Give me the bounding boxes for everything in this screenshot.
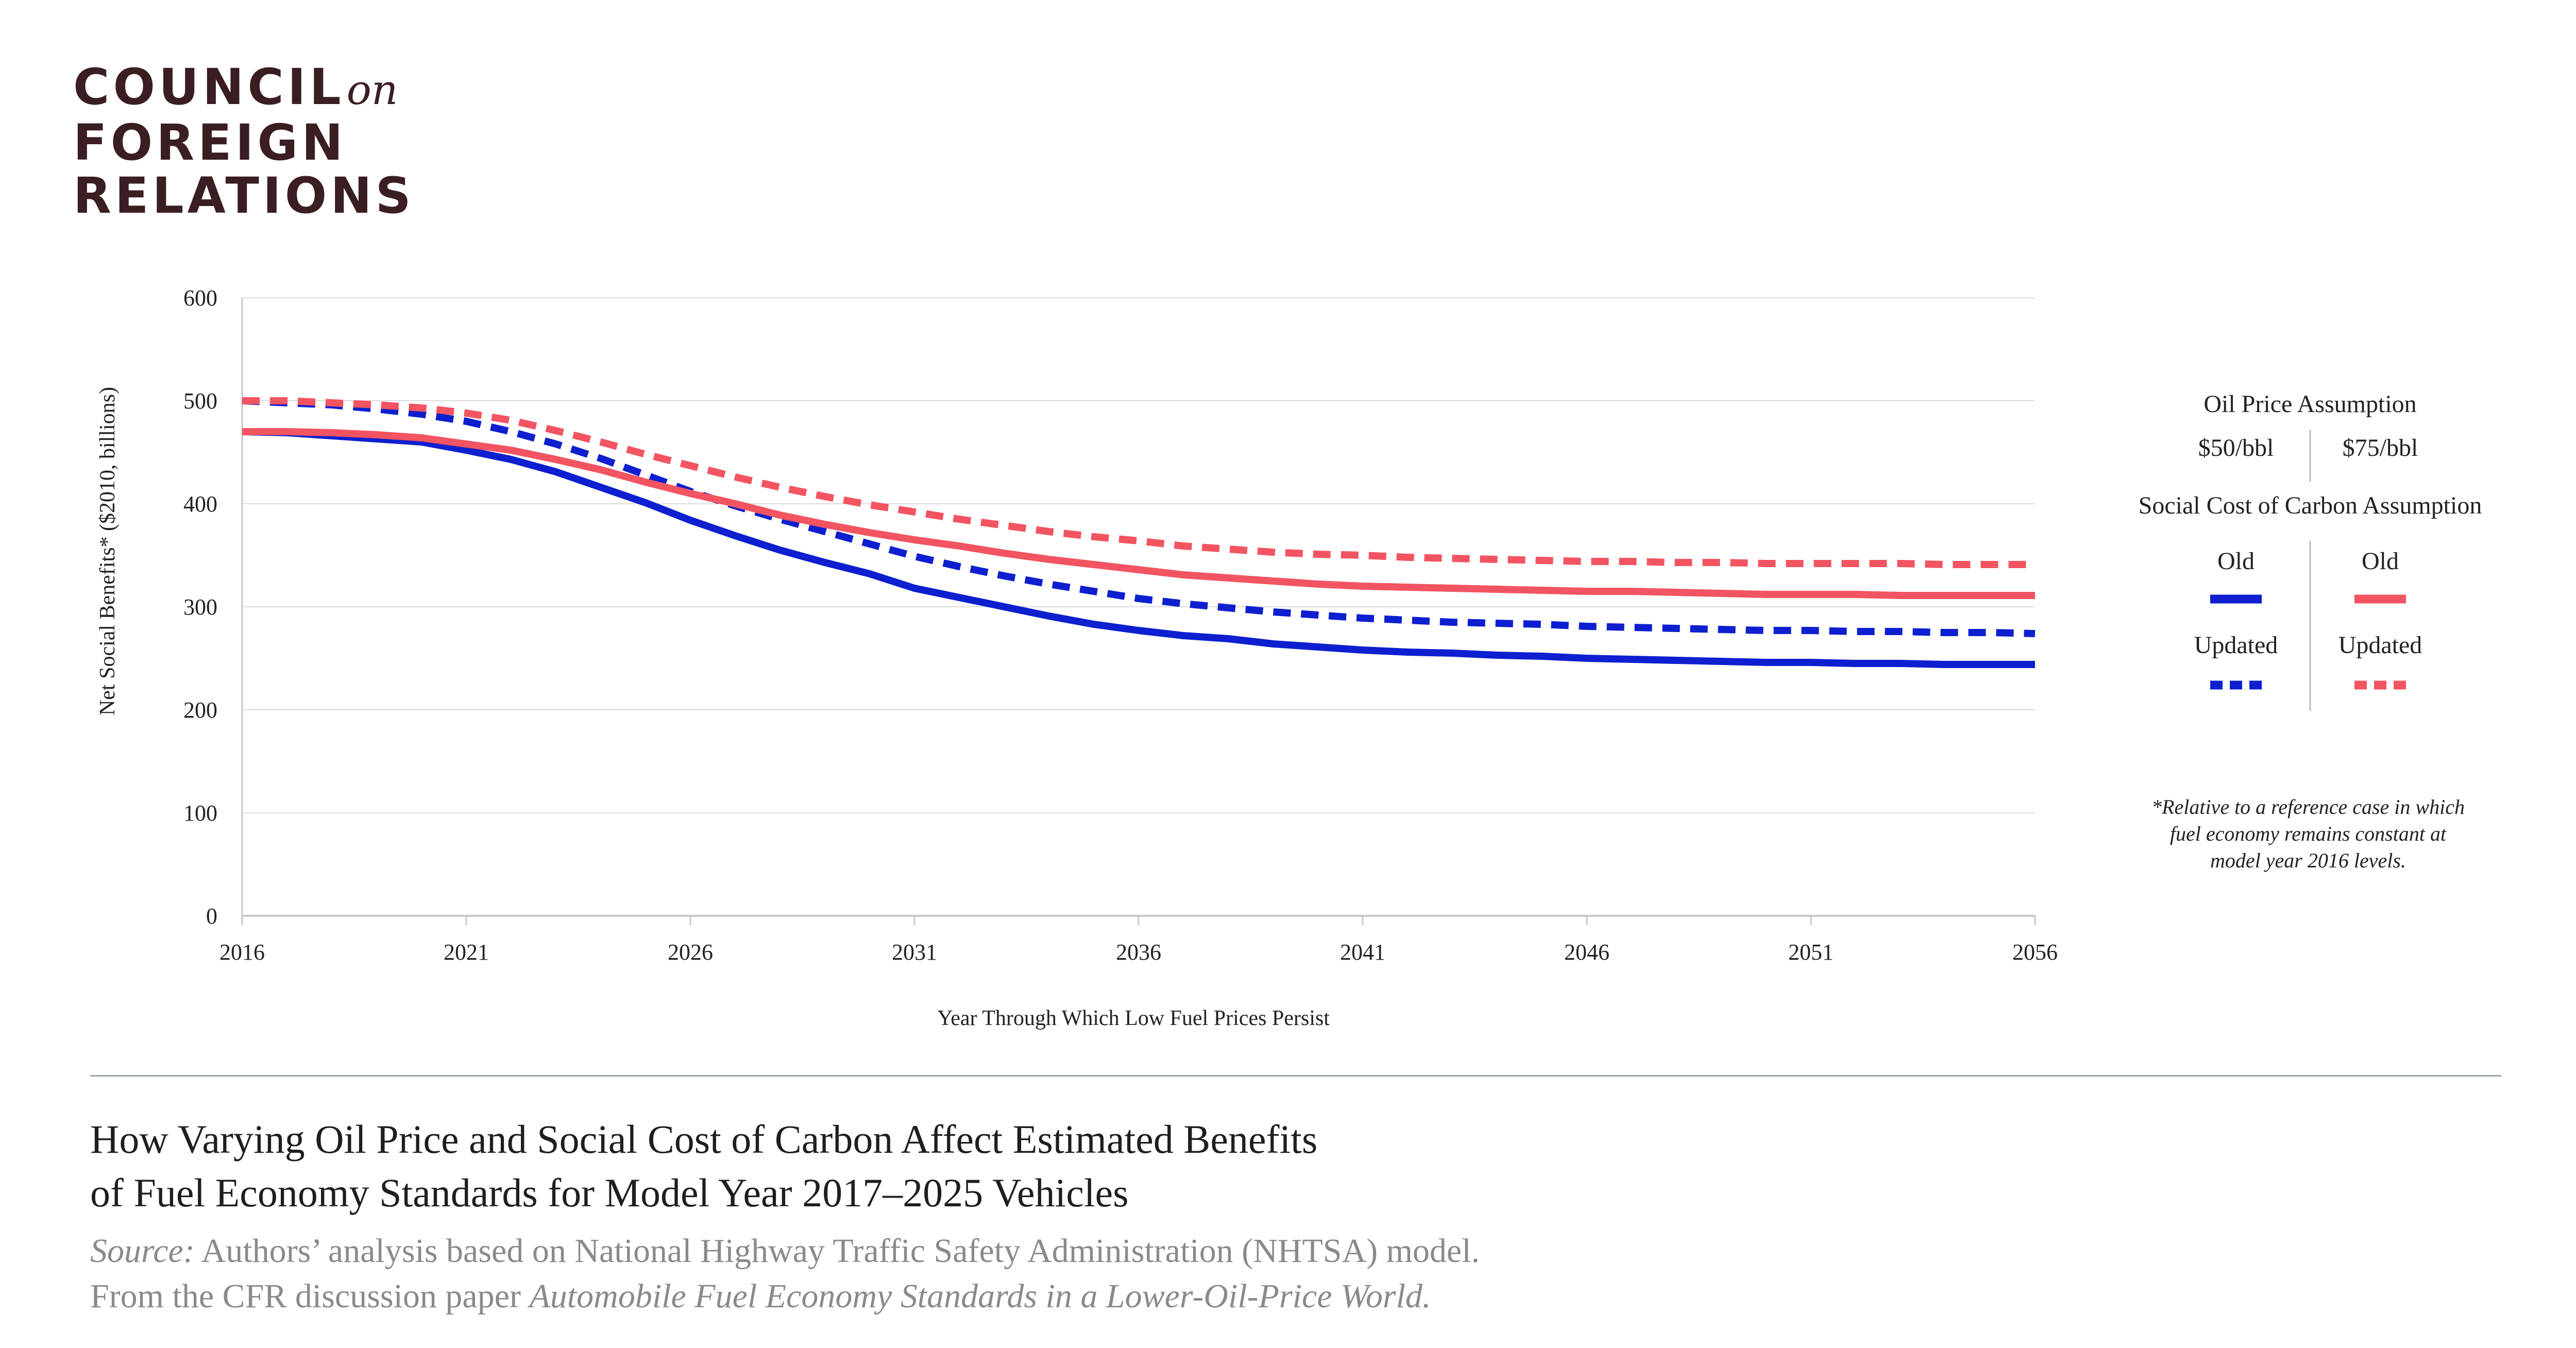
x-tick-label: 2056: [2012, 940, 2058, 965]
footnote-line-3: model year 2016 levels.: [2210, 849, 2406, 872]
x-tick-label: 2041: [1340, 940, 1385, 965]
y-tick-label: 600: [183, 285, 217, 311]
y-tick-label: 300: [183, 594, 217, 620]
caption-title: How Varying Oil Price and Social Cost of…: [90, 1113, 1842, 1220]
x-axis-label: Year Through Which Low Fuel Prices Persi…: [937, 1006, 1330, 1030]
from-text: From the CFR discussion paper: [90, 1277, 521, 1315]
series-lines: [242, 397, 2036, 668]
x-tick-label: 2021: [444, 940, 489, 965]
source-label: Source:: [90, 1232, 195, 1270]
legend-oil-title: Oil Price Assumption: [2204, 390, 2416, 418]
cfr-logo: COUNCILon FOREIGN RELATIONS: [73, 61, 415, 223]
paper-title: Automobile Fuel Economy Standards in a L…: [529, 1277, 1431, 1315]
legend-blue-updated-label: Updated: [2194, 632, 2278, 659]
x-tick-label: 2051: [1788, 940, 1834, 965]
logo-line-foreign: FOREIGN: [73, 114, 347, 172]
x-tick-label: 2046: [1564, 940, 1609, 965]
legend: Oil Price Assumption $50/bbl $75/bbl Soc…: [2139, 390, 2482, 872]
y-tick-label: 200: [183, 697, 217, 723]
x-axis: [241, 298, 2036, 925]
series-line-blue-old: [242, 428, 2035, 668]
footnote-line-1: *Relative to a reference case in which: [2151, 795, 2465, 818]
x-tick-labels: 2016 2021 2026 2031 2036 2041 2046 2051 2056: [219, 940, 2058, 965]
legend-oil-75: $75/bbl: [2343, 434, 2418, 462]
y-tick-label: 500: [183, 388, 217, 414]
legend-red-old-label: Old: [2362, 548, 2399, 575]
y-tick-label: 100: [183, 800, 217, 826]
y-axis-label: Net Social Benefits* ($2010, billions): [96, 387, 120, 715]
series-line-red-old: [242, 428, 2035, 599]
y-tick-label: 0: [206, 903, 217, 929]
x-tick-label: 2016: [219, 940, 265, 965]
footnote: *Relative to a reference case in which f…: [2151, 795, 2465, 872]
x-tick-label: 2031: [892, 940, 937, 965]
legend-blue-old-label: Old: [2217, 548, 2255, 575]
x-tick-label: 2026: [668, 940, 713, 965]
caption-source: Source: Authors’ analysis based on Natio…: [90, 1228, 1945, 1319]
legend-oil-50: $50/bbl: [2198, 434, 2274, 462]
source-text: Authors’ analysis based on National High…: [201, 1232, 1480, 1270]
y-tick-labels: 0 100 200 300 400 500 600: [183, 285, 217, 929]
y-tick-label: 400: [183, 491, 217, 517]
series-line-blue-updated: [242, 397, 2036, 637]
logo-line-relations: RELATIONS: [73, 167, 415, 225]
x-tick-label: 2036: [1116, 940, 1161, 965]
line-chart: 0 100 200 300 400 500 600 2016 2021 2026 2031 2036…: [96, 285, 2482, 1030]
caption-divider: [90, 1075, 2501, 1077]
footnote-line-2: fuel economy remains constant at: [2170, 822, 2447, 845]
logo-on: on: [346, 66, 398, 114]
legend-carbon-title: Social Cost of Carbon Assumption: [2139, 492, 2482, 519]
grid-lines: [242, 297, 2035, 917]
logo-line-council: COUNCIL: [73, 58, 345, 116]
legend-red-updated-label: Updated: [2338, 632, 2422, 659]
caption-title-line-1: How Varying Oil Price and Social Cost of…: [90, 1117, 1318, 1162]
series-line-red-updated: [242, 397, 2035, 568]
caption-title-line-2: of Fuel Economy Standards for Model Year…: [90, 1170, 1129, 1215]
